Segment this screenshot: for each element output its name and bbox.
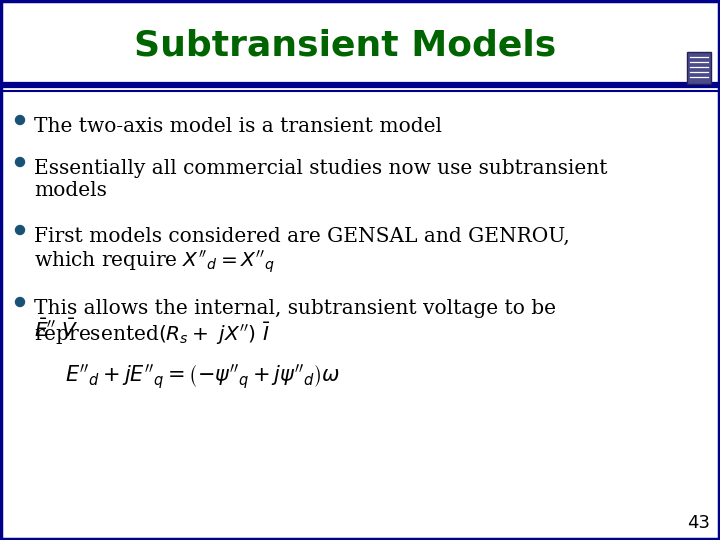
Text: models: models	[34, 180, 107, 199]
Text: $\bar{E}''\ \bar{V}$: $\bar{E}''\ \bar{V}$	[34, 319, 78, 341]
Text: The two-axis model is a transient model: The two-axis model is a transient model	[34, 117, 442, 136]
Text: $E''_d + jE''_q = \left(-\psi''_q + j\psi''_d\right)\omega$: $E''_d + jE''_q = \left(-\psi''_q + j\ps…	[65, 362, 340, 392]
Text: Subtransient Models: Subtransient Models	[134, 29, 556, 63]
Circle shape	[16, 226, 24, 234]
Bar	[687, 52, 711, 84]
Text: First models considered are GENSAL and GENROU,: First models considered are GENSAL and G…	[34, 226, 570, 246]
Circle shape	[16, 298, 24, 307]
Circle shape	[16, 158, 24, 166]
Text: Essentially all commercial studies now use subtransient: Essentially all commercial studies now u…	[34, 159, 608, 178]
Text: 43: 43	[687, 514, 710, 532]
Circle shape	[16, 116, 24, 125]
Text: represented$(R_s+\ jX'')\ \bar{I}$: represented$(R_s+\ jX'')\ \bar{I}$	[34, 321, 271, 347]
Text: This allows the internal, subtransient voltage to be: This allows the internal, subtransient v…	[34, 299, 556, 318]
Text: which require $X''_d=X''_q$: which require $X''_d=X''_q$	[34, 248, 275, 275]
